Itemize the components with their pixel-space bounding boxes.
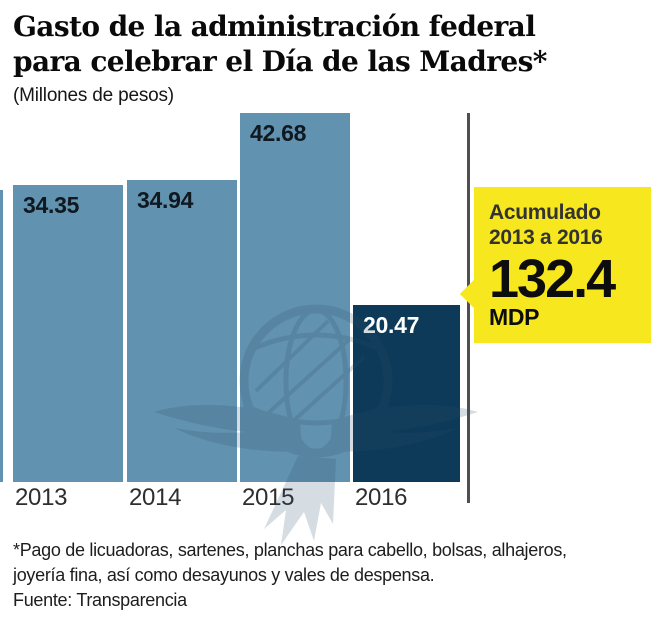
cropped-bar-edge-sliver [0,190,3,482]
bar-2015: 42.68 [240,113,350,482]
x-axis-label-2013: 2013 [15,484,68,511]
page-title-line2: para celebrar el Día de las Madres* [13,45,547,78]
page-title-line1: Gasto de la administración federal [13,10,536,43]
bar-2016: 20.47 [353,305,460,482]
callout-unit: MDP [489,304,540,330]
callout-label-line1: Acumulado [489,201,601,224]
source-line: Fuente: Transparencia [13,590,187,610]
y-axis-line [467,113,470,503]
page-title: Gasto de la administración federal para … [13,9,633,79]
bar-value-label-2015: 42.68 [250,120,307,146]
bar-2013: 34.35 [13,185,123,482]
bar-2014: 34.94 [127,180,237,482]
footnote-line2: joyería fina, así como desayunos y vales… [13,565,435,585]
chart-units-subtitle: (Millones de pesos) [13,85,174,106]
footnote-line1: *Pago de licuadoras, sartenes, planchas … [13,540,567,560]
x-axis-label-2014: 2014 [129,484,182,511]
callout-total-value: 132.4 [489,249,616,309]
accumulated-callout: Acumulado 2013 a 2016 132.4 MDP [459,187,651,343]
bar-value-label-2014: 34.94 [137,187,194,213]
bar-value-label-2013: 34.35 [23,192,80,218]
x-axis-label-2016: 2016 [355,484,408,511]
footnote: *Pago de licuadoras, sartenes, planchas … [13,538,643,613]
bar-value-label-2016: 20.47 [363,312,420,338]
x-axis-label-2015: 2015 [242,484,295,511]
callout-label-line2: 2013 a 2016 [489,226,603,249]
